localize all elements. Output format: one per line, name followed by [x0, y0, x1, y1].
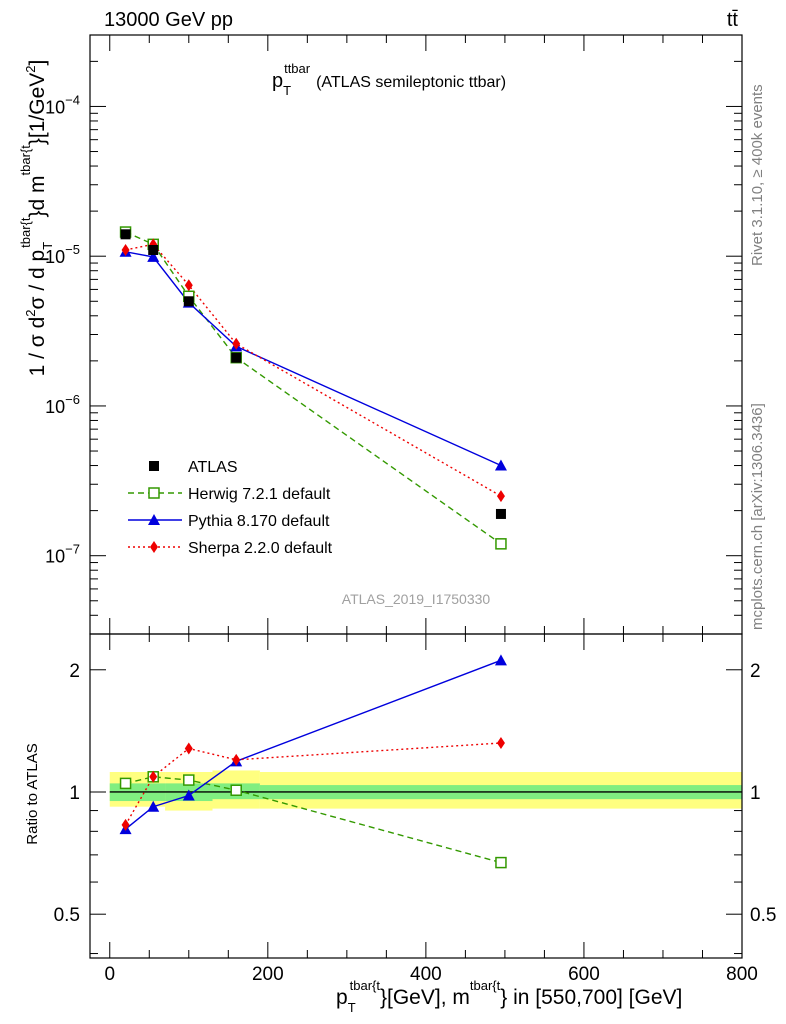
x-tick-label: 200 [252, 964, 284, 985]
main-y-axis-label: 1 / σ d2σ / d pTtbar{t}d mtbar{t}[1/GeV2… [18, 60, 55, 377]
main-line-sherpa [125, 243, 502, 497]
legend-label-pythia: Pythia 8.170 default [188, 513, 330, 530]
ratio-y-tick-label-right: 1 [750, 783, 761, 804]
ratio-point-pythia [182, 789, 195, 801]
ratio-point-sherpa [149, 770, 158, 783]
main-y-tick-label: 10−6 [45, 392, 80, 417]
main-y-tick-label: 10−4 [45, 92, 80, 117]
ratio-y-axis-label: Ratio to ATLAS [24, 743, 41, 844]
ratio-y-tick-label-right: 0.5 [750, 905, 776, 926]
ratio-y-tick-label: 1 [69, 783, 80, 804]
main-point-atlas [183, 296, 194, 307]
plot-title: pTttbar(ATLAS semileptonic ttbar) [272, 61, 506, 98]
ratio-point-herwig [183, 774, 195, 786]
ratio-series-lines [124, 659, 502, 864]
process-label: tt̄ [727, 9, 739, 31]
mcplots-label: mcplots.cern.ch [arXiv:1306.3436] [749, 403, 766, 630]
ratio-point-sherpa [232, 753, 241, 766]
legend-marker-pythia [148, 514, 160, 525]
ratio-point-herwig [495, 856, 507, 869]
ratio-point-sherpa [121, 818, 130, 831]
ratio-axes: 0.5 0.5 1 1 2 2 0 200 400 600 800 [54, 633, 776, 985]
main-line-pythia [125, 251, 502, 467]
main-series-markers [119, 226, 507, 550]
legend-marker-sherpa [150, 541, 158, 553]
ratio-point-pythia [147, 800, 160, 812]
ratio-uncertainty-bands [109, 770, 742, 811]
main-point-atlas [231, 352, 242, 363]
ratio-point-herwig [119, 777, 132, 790]
main-point-herwig [495, 538, 507, 550]
legend-marker-atlas [149, 461, 159, 471]
ratio-y-tick-label: 0.5 [54, 905, 80, 926]
ratio-point-pythia [494, 654, 507, 666]
x-axis-label: pTtbar{t}[GeV], mtbar{t} in [550,700] [G… [336, 978, 682, 1015]
x-tick-label: 400 [410, 964, 442, 985]
main-point-atlas [148, 245, 159, 256]
ratio-y-tick-label: 2 [69, 661, 80, 682]
x-tick-label: 600 [568, 964, 600, 985]
ratio-point-sherpa [496, 737, 505, 750]
ratio-y-tick-label-right: 2 [750, 661, 761, 682]
legend-label-atlas: ATLAS [188, 459, 238, 476]
main-panel: 10−7 10−6 10−5 10−4 pTttbar(ATLAS semilepto… [18, 34, 743, 635]
legend-label-sherpa: Sherpa 2.2.0 default [188, 540, 333, 557]
ratio-point-herwig [230, 784, 242, 796]
main-point-atlas [495, 508, 506, 519]
main-point-sherpa [184, 279, 193, 292]
legend: ATLAS Herwig 7.2.1 default Pythia 8.170 de… [128, 459, 333, 557]
legend-label-herwig: Herwig 7.2.1 default [188, 486, 331, 503]
ratio-frame [89, 633, 743, 959]
main-y-tick-label: 10−7 [45, 542, 80, 567]
energy-label: 13000 GeV pp [104, 9, 233, 31]
main-point-sherpa [121, 244, 130, 257]
ratio-panel: 0.5 0.5 1 1 2 2 0 200 400 600 800 Ratio to ATLAS p… [24, 633, 776, 1015]
rivet-label: Rivet 3.1.10, ≥ 400k events [749, 84, 766, 266]
ratio-point-sherpa [184, 742, 193, 755]
main-y-tick-label: 10−5 [45, 242, 80, 267]
main-point-pythia [147, 250, 160, 262]
x-tick-label: 800 [726, 964, 758, 985]
main-point-atlas [120, 229, 131, 240]
x-tick-label: 0 [104, 964, 115, 985]
legend-marker-herwig [148, 487, 160, 499]
main-point-sherpa [232, 337, 241, 350]
analysis-watermark: ATLAS_2019_I1750330 [342, 591, 491, 607]
ratio-series-markers [119, 654, 507, 869]
main-axes: 10−7 10−6 10−5 10−4 [45, 34, 743, 635]
main-point-sherpa [496, 490, 505, 503]
main-point-pythia [494, 459, 507, 471]
